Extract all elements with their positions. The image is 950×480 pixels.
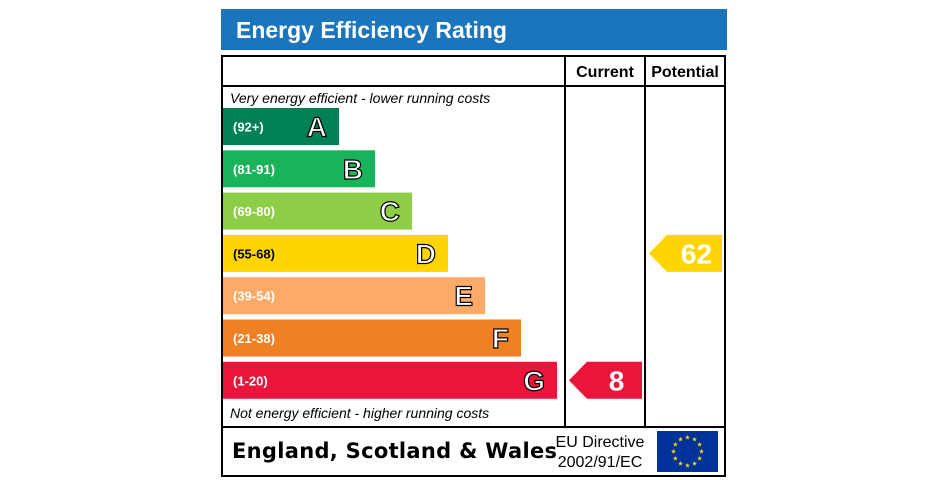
chart-title: Energy Efficiency Rating — [236, 17, 507, 43]
footer-directive-line1: EU Directive — [556, 434, 645, 451]
footer-directive-line2: 2002/91/EC — [558, 454, 643, 471]
rating-band-a: (92+) A — [223, 108, 339, 145]
current-rating-indicator-value: 8 — [609, 365, 625, 396]
band-letter-e: E — [454, 281, 473, 312]
band-letter-g: G — [523, 365, 545, 396]
current-rating-indicator-shape — [569, 361, 642, 399]
flag-star — [699, 448, 704, 454]
band-bar-f — [223, 319, 521, 357]
eu-flag-icon — [657, 431, 718, 472]
title-banner — [221, 9, 727, 50]
rating-band-g: (1-20) G — [223, 361, 557, 399]
bottom-note: Not energy efficient - higher running co… — [230, 405, 489, 421]
band-range-c: (69-80) — [233, 204, 275, 219]
band-bar-a — [223, 108, 339, 145]
flag-star — [678, 461, 683, 466]
flag-star — [678, 436, 683, 442]
band-letter-c: C — [380, 196, 400, 227]
band-bar-e — [223, 277, 485, 315]
potential-column-header: Potential — [651, 64, 719, 81]
flag-star — [692, 436, 697, 442]
potential-rating-indicator-value: 62 — [681, 238, 712, 269]
band-letter-a: A — [307, 112, 327, 143]
rating-band-d: (55-68) D — [223, 234, 448, 272]
current-column-header: Current — [576, 64, 634, 81]
flag-star — [672, 455, 678, 461]
rating-indicators: 8 62 — [569, 234, 722, 399]
band-bar-c — [223, 192, 412, 230]
rating-bands: (92+) A (81-91) B (69-80) C (55-68) D (39-54) E (2… — [223, 108, 557, 399]
band-range-e: (39-54) — [233, 289, 275, 304]
band-letter-d: D — [416, 238, 436, 269]
main-frame — [221, 55, 726, 477]
flag-star — [697, 441, 703, 447]
rating-band-c: (69-80) C — [223, 192, 412, 230]
band-range-d: (55-68) — [233, 246, 275, 261]
flag-star — [672, 441, 678, 447]
band-range-f: (21-38) — [233, 331, 275, 346]
band-letter-f: F — [492, 323, 509, 354]
current-rating-indicator: 8 — [569, 361, 642, 399]
flag-star — [692, 461, 697, 466]
band-range-b: (81-91) — [233, 162, 275, 177]
potential-rating-indicator-shape — [649, 234, 722, 272]
flag-star — [697, 455, 703, 461]
band-bar-b — [223, 150, 375, 188]
flag-star — [671, 448, 676, 454]
band-letter-b: B — [343, 154, 363, 185]
flag-star — [685, 434, 690, 440]
band-range-g: (1-20) — [233, 373, 268, 388]
rating-band-f: (21-38) F — [223, 319, 521, 357]
band-bar-d — [223, 234, 448, 272]
flag-star — [685, 462, 690, 468]
rating-band-e: (39-54) E — [223, 277, 485, 315]
rating-band-b: (81-91) B — [223, 150, 375, 188]
band-range-a: (92+) — [233, 120, 264, 135]
band-bar-g — [223, 361, 557, 399]
potential-rating-indicator: 62 — [649, 234, 722, 272]
top-note: Very energy efficient - lower running co… — [230, 90, 490, 106]
footer-region: England, Scotland & Wales — [232, 439, 557, 463]
